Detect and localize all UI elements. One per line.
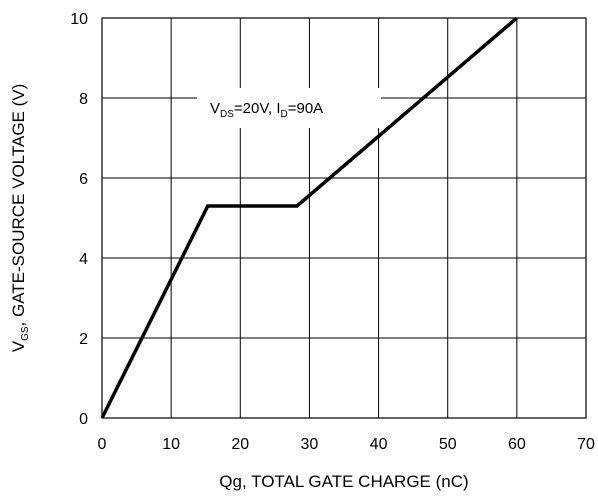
conditions-annotation: VDS=20V, ID=90A bbox=[210, 100, 323, 120]
x-tick-label: 40 bbox=[370, 436, 388, 453]
x-tick-label: 30 bbox=[301, 436, 319, 453]
series-group bbox=[100, 16, 518, 419]
grid-lines bbox=[102, 18, 586, 418]
y-tick-label: 2 bbox=[79, 331, 88, 348]
annotation-v: V bbox=[210, 100, 220, 117]
y-tick-label: 8 bbox=[79, 91, 88, 108]
y-axis-title-sub: GS bbox=[20, 326, 31, 341]
y-tick-label: 4 bbox=[79, 251, 88, 268]
y-tick-label: 0 bbox=[79, 411, 88, 428]
annotation-cond1: =20V, I bbox=[234, 100, 281, 117]
y-axis-title-rest: , GATE-SOURCE VOLTAGE (V) bbox=[9, 84, 28, 327]
annotation-background bbox=[197, 88, 381, 128]
y-tick-label: 6 bbox=[79, 171, 88, 188]
x-tick-label: 50 bbox=[439, 436, 457, 453]
series-line bbox=[100, 16, 518, 419]
y-tick-label: 10 bbox=[70, 11, 88, 28]
x-axis-title: Qg, TOTAL GATE CHARGE (nC) bbox=[219, 472, 468, 491]
x-tick-label: 10 bbox=[162, 436, 180, 453]
annotation-cond2: =90A bbox=[288, 100, 323, 117]
annotation-ds-sub: DS bbox=[220, 109, 234, 120]
x-tick-label: 0 bbox=[98, 436, 107, 453]
y-tick-labels: 0 2 4 6 8 10 bbox=[70, 11, 88, 428]
x-tick-label: 20 bbox=[231, 436, 249, 453]
x-tick-label: 70 bbox=[577, 436, 595, 453]
annotation-d-sub: D bbox=[281, 109, 288, 120]
y-axis-title-main: V bbox=[9, 340, 28, 352]
x-tick-labels: 0 10 20 30 40 50 60 70 bbox=[98, 436, 595, 453]
x-tick-label: 60 bbox=[508, 436, 526, 453]
plot-frame bbox=[101, 17, 587, 419]
y-axis-title: VGS, GATE-SOURCE VOLTAGE (V) bbox=[9, 84, 31, 353]
